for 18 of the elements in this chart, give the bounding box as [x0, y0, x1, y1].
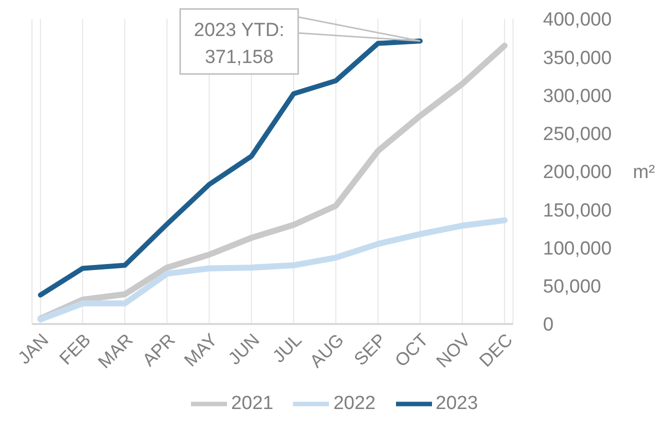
- y-tick-label: 400,000: [543, 10, 612, 31]
- y-axis-title: m²: [632, 162, 655, 184]
- x-tick-label: JUL: [268, 330, 306, 367]
- legend-label: 2021: [231, 393, 274, 414]
- y-tick-label: 350,000: [543, 48, 612, 69]
- legend-label: 2023: [436, 393, 478, 414]
- y-tick-label: 50,000: [543, 276, 602, 298]
- y-tick-label: 250,000: [543, 124, 612, 146]
- legend-label: 2022: [333, 393, 376, 414]
- annotation: 2023 YTD: 371,158: [194, 20, 284, 68]
- x-tick-label: JAN: [14, 330, 52, 368]
- y-tick-label: 100,000: [543, 238, 612, 260]
- x-tick-label: FEB: [56, 330, 94, 369]
- y-tick-label: 150,000: [543, 200, 612, 222]
- x-tick-label: SEP: [350, 330, 390, 370]
- y-tick-label: 0: [543, 314, 554, 336]
- y-tick-label: 200,000: [543, 162, 612, 184]
- y-tick-label: 300,000: [543, 86, 612, 107]
